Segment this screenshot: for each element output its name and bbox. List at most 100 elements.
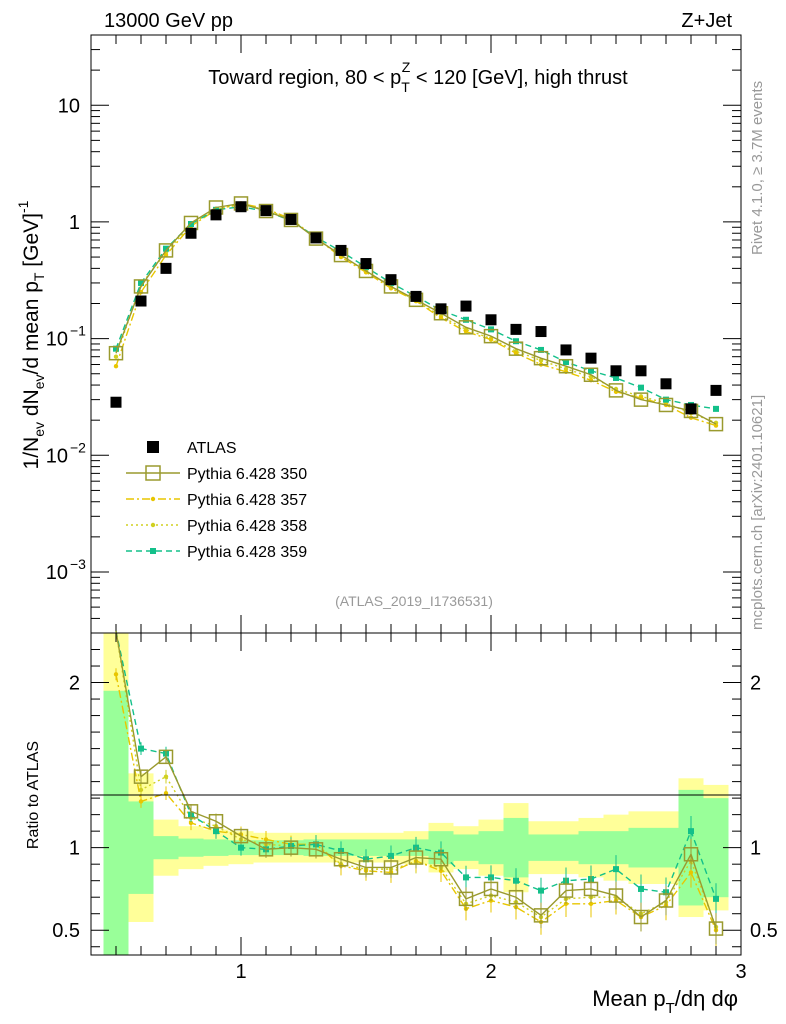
- ratio-band-green: [153, 836, 179, 860]
- ratio-point: [583, 881, 599, 897]
- data-point: [360, 258, 372, 270]
- y-tick-label: 10: [58, 95, 80, 117]
- analysis-id: (ATLAS_2019_I1736531): [335, 593, 493, 609]
- data-point: [608, 383, 624, 398]
- ratio-line: [115, 630, 717, 929]
- ratio-y-axis-label: Ratio to ATLAS: [25, 741, 42, 849]
- ratio-point: [563, 901, 569, 907]
- data-point: [560, 344, 572, 356]
- series-pythia-6-428-358: [113, 202, 719, 425]
- ratio-point: [438, 868, 444, 873]
- data-point: [533, 350, 549, 366]
- data-point: [513, 338, 519, 345]
- ratio-point: [513, 877, 519, 884]
- ratio-band-green: [528, 834, 554, 861]
- ratio-point: [688, 828, 694, 835]
- series-atlas: [110, 201, 722, 415]
- data-point: [435, 303, 447, 315]
- ratio-point: [408, 850, 424, 865]
- data-point: [113, 345, 119, 352]
- ratio-point: [688, 870, 694, 875]
- data-point: [335, 244, 347, 256]
- data-point: [158, 243, 174, 258]
- data-point: [133, 279, 149, 294]
- ratio-point: [163, 790, 169, 796]
- series-pythia-6-428-357: [113, 201, 719, 428]
- ratio-panel: 0.5 0.5 1 1 2 2 1 2 3: [52, 630, 778, 983]
- ratio-band-green: [203, 839, 229, 856]
- data-point: [110, 396, 122, 408]
- data-point: [185, 227, 197, 239]
- ratio-point: [358, 860, 374, 875]
- data-point: [588, 367, 594, 374]
- ratio-point: [333, 851, 349, 867]
- data-point: [663, 396, 669, 403]
- data-point: [385, 274, 397, 286]
- y-tick-label-exponent: −1: [70, 323, 86, 339]
- legend-label: Pythia 6.428 359: [187, 544, 307, 561]
- ratio-point: [238, 844, 244, 851]
- ratio-point: [683, 847, 699, 862]
- ratio-series-pythia-6-428-358: [115, 630, 719, 943]
- data-point: [538, 358, 544, 363]
- ratio-point: [133, 769, 149, 784]
- series-line: [115, 204, 717, 424]
- series-pythia-6-428-350: [108, 196, 724, 432]
- data-point: [563, 359, 569, 366]
- data-point: [510, 323, 522, 335]
- ratio-y-tick-label: 1: [69, 838, 80, 860]
- ratio-y-tick-label: 0.5: [52, 920, 80, 942]
- data-point: [310, 232, 322, 244]
- ratio-point: [263, 837, 269, 842]
- data-point: [710, 384, 722, 396]
- ratio-band-green: [653, 827, 679, 868]
- data-point: [135, 295, 147, 307]
- data-point: [113, 354, 119, 359]
- data-point: [285, 213, 297, 225]
- y-tick-label: 10: [46, 562, 68, 584]
- data-point: [508, 341, 524, 356]
- data-point: [188, 221, 194, 228]
- y-tick-label: 10: [46, 329, 68, 351]
- data-point: [635, 365, 647, 377]
- ratio-point: [458, 891, 474, 907]
- ratio-point: [383, 860, 399, 875]
- ratio-band-green: [353, 839, 379, 856]
- legend-label: Pythia 6.428 358: [187, 518, 307, 535]
- data-point: [258, 203, 274, 219]
- ratio-band-green: [178, 838, 204, 857]
- legend: ATLAS Pythia 6.428 350 Pythia 6.428 357 Pyt…: [126, 440, 307, 561]
- plot-title: Toward region, 80 < pTZ < 120 [GeV], hig…: [208, 59, 628, 95]
- ratio-band-green: [578, 831, 604, 865]
- ratio-band-green: [128, 801, 154, 894]
- legend-marker: [150, 496, 156, 502]
- data-point: [558, 358, 574, 374]
- ratio-point: [188, 820, 194, 826]
- data-point: [235, 201, 247, 213]
- data-point: [463, 329, 469, 334]
- data-point: [260, 205, 272, 217]
- ratio-line: [115, 630, 717, 928]
- ratio-point: [138, 799, 144, 804]
- y-axis-label: 1/Nev dNev/d mean pT [GeV]-1: [15, 200, 47, 469]
- data-point: [483, 328, 499, 344]
- data-point: [538, 346, 544, 353]
- data-point: [460, 300, 472, 312]
- ratio-point: [483, 881, 499, 897]
- ratio-point: [283, 840, 299, 855]
- data-point: [113, 364, 119, 369]
- ratio-line: [115, 674, 717, 931]
- data-point: [613, 374, 619, 381]
- data-point: [610, 365, 622, 377]
- data-point: [108, 345, 124, 361]
- ratio-frame: [90, 632, 742, 956]
- ratio-series-pythia-6-428-350: [115, 630, 724, 945]
- ratio-point: [533, 908, 549, 923]
- process-label: Z+Jet: [681, 10, 732, 32]
- ratio-point: [713, 895, 719, 902]
- legend-label: Pythia 6.428 350: [187, 466, 307, 483]
- data-point: [485, 314, 497, 326]
- y-tick-label-exponent: −3: [70, 556, 86, 572]
- ratio-point: [633, 909, 649, 925]
